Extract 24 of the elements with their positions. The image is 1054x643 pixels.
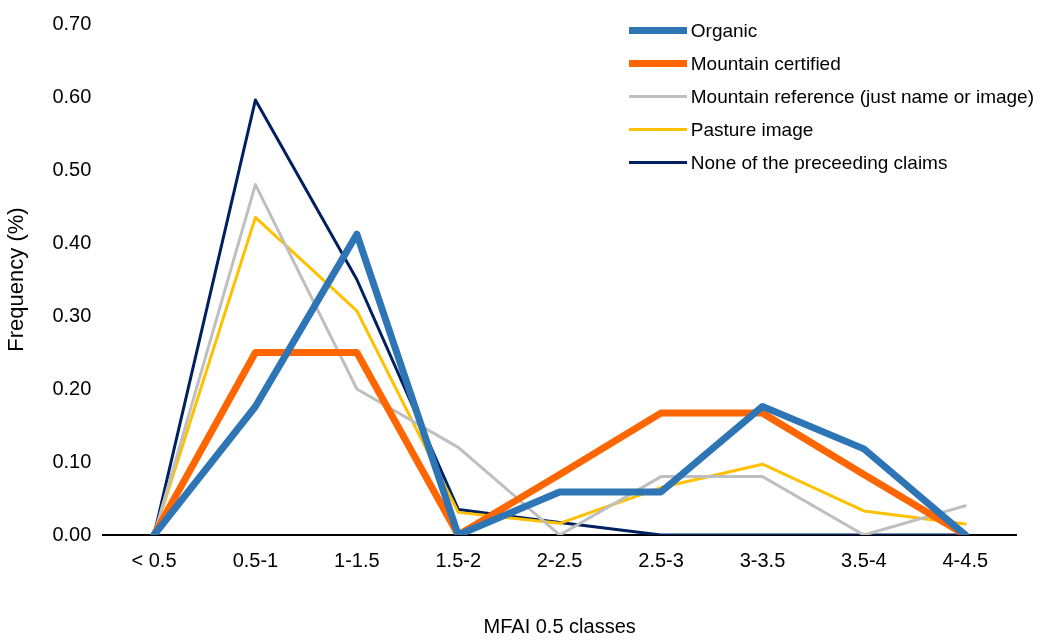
y-tick-label: 0.70 [52, 11, 92, 34]
y-axis-title: Frequency (%) [3, 207, 29, 352]
legend-label: Pasture image [690, 118, 814, 141]
x-tick-label: < 0.5 [131, 548, 177, 571]
legend-label: Mountain certified [690, 52, 841, 75]
x-tick-label: 3.5-4 [841, 548, 887, 571]
x-axis-title: MFAI 0.5 classes [483, 614, 636, 637]
x-tick-label: 0.5-1 [232, 548, 279, 571]
y-tick-label: 0.60 [52, 84, 92, 107]
y-tick-label: 0.00 [52, 522, 92, 545]
x-tick-label: 2.5-3 [638, 548, 684, 571]
y-tick-label: 0.30 [52, 303, 92, 326]
y-tick-label: 0.40 [52, 230, 92, 253]
legend-label: Organic [690, 19, 758, 42]
y-tick-label: 0.50 [52, 157, 92, 180]
x-tick-label: 4-4.5 [942, 548, 989, 571]
x-tick-label: 1.5-2 [435, 548, 482, 571]
x-tick-label: 2-2.5 [536, 548, 583, 571]
legend-label: Mountain reference (just name or image) [690, 85, 1034, 108]
legend-label: None of the preceeding claims [690, 151, 948, 174]
x-tick-label: 1-1.5 [334, 548, 380, 571]
y-tick-label: 0.20 [52, 376, 92, 399]
y-tick-label: 0.10 [52, 449, 92, 472]
x-tick-label: 3-3.5 [739, 548, 786, 571]
